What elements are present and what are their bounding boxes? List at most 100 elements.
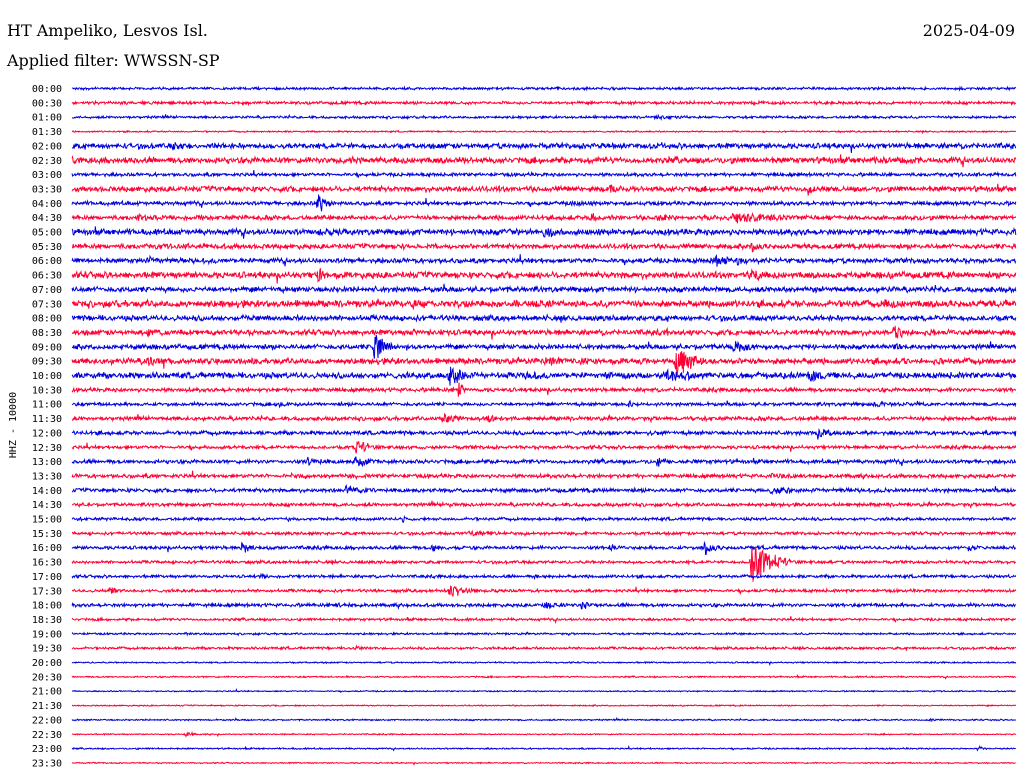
row-time-label: 22:30 bbox=[32, 730, 62, 741]
seismic-trace bbox=[71, 572, 1017, 581]
row-time-label: 00:30 bbox=[32, 98, 62, 109]
row-time-label: 02:00 bbox=[32, 141, 62, 152]
traces-group: 00:00 00:30 01:00 01:30 02:00 02:30 03:00 03:30… bbox=[32, 84, 1017, 769]
row-time-label: 11:00 bbox=[32, 400, 62, 411]
seismic-trace bbox=[71, 382, 1017, 397]
seismic-trace bbox=[71, 660, 1017, 667]
seismic-trace bbox=[71, 412, 1017, 424]
y-axis-label: HHZ - 10000 bbox=[8, 392, 19, 458]
seismic-trace bbox=[71, 673, 1016, 680]
row-time-label: 06:30 bbox=[32, 271, 62, 282]
seismic-trace bbox=[72, 500, 1016, 509]
row-time-label: 16:30 bbox=[32, 558, 62, 569]
row-time-label: 16:00 bbox=[32, 543, 62, 554]
row-time-label: 00:00 bbox=[32, 84, 62, 95]
seismic-trace bbox=[71, 540, 1017, 556]
seismic-trace bbox=[71, 283, 1017, 295]
seismic-trace bbox=[71, 129, 1017, 135]
seismic-trace bbox=[71, 515, 1017, 524]
row-time-label: 13:30 bbox=[32, 471, 62, 482]
row-time-label: 23:00 bbox=[32, 744, 62, 755]
seismic-trace bbox=[71, 456, 1017, 468]
seismic-trace bbox=[71, 113, 1017, 122]
row-time-label: 10:30 bbox=[32, 385, 62, 396]
seismic-trace bbox=[71, 427, 1017, 440]
row-time-label: 05:00 bbox=[32, 228, 62, 239]
seismic-trace bbox=[71, 85, 1017, 92]
seismic-trace bbox=[71, 399, 1017, 409]
seismic-trace bbox=[71, 183, 1017, 196]
seismic-trace bbox=[71, 529, 1017, 538]
filter-label: Applied filter: WWSSN-SP bbox=[7, 51, 220, 70]
row-time-label: 22:00 bbox=[32, 715, 62, 726]
seismic-trace bbox=[71, 585, 1017, 597]
row-time-label: 13:00 bbox=[32, 457, 62, 468]
row-time-label: 19:30 bbox=[32, 644, 62, 655]
row-time-label: 14:30 bbox=[32, 500, 62, 511]
seismic-trace bbox=[71, 716, 1017, 723]
row-time-label: 18:00 bbox=[32, 601, 62, 612]
row-time-label: 01:30 bbox=[32, 127, 62, 138]
row-time-label: 11:30 bbox=[32, 414, 62, 425]
seismic-trace bbox=[71, 169, 1017, 179]
seismic-trace bbox=[71, 688, 1016, 694]
seismic-trace bbox=[71, 254, 1017, 267]
seismic-trace bbox=[71, 730, 1017, 738]
row-time-label: 12:00 bbox=[32, 428, 62, 439]
seismic-trace bbox=[71, 440, 1017, 454]
row-time-label: 06:00 bbox=[32, 256, 62, 267]
row-time-label: 07:30 bbox=[32, 299, 62, 310]
seismic-trace bbox=[71, 631, 1017, 637]
row-time-label: 01:00 bbox=[32, 113, 62, 124]
seismic-trace bbox=[71, 644, 1017, 652]
row-time-label: 09:30 bbox=[32, 357, 62, 368]
seismic-trace bbox=[71, 298, 1017, 311]
row-time-label: 04:30 bbox=[32, 213, 62, 224]
row-time-label: 09:00 bbox=[32, 342, 62, 353]
seismic-trace bbox=[71, 141, 1017, 154]
seismic-trace bbox=[71, 268, 1017, 284]
date-label: 2025-04-09 bbox=[922, 21, 1015, 40]
seismic-trace bbox=[71, 546, 1016, 582]
seismic-trace bbox=[71, 703, 1017, 708]
seismic-trace bbox=[71, 313, 1017, 323]
seismic-trace bbox=[71, 242, 1017, 253]
seismic-trace bbox=[71, 212, 1017, 224]
row-time-label: 17:30 bbox=[32, 586, 62, 597]
row-time-label: 07:00 bbox=[32, 285, 62, 296]
row-time-label: 03:00 bbox=[32, 170, 62, 181]
row-time-label: 04:00 bbox=[32, 199, 62, 210]
seismic-trace bbox=[71, 484, 1017, 496]
seismic-trace bbox=[71, 226, 1017, 239]
row-time-label: 05:30 bbox=[32, 242, 62, 253]
seismic-trace bbox=[71, 601, 1016, 610]
row-time-label: 20:30 bbox=[32, 672, 62, 683]
seismic-trace bbox=[71, 154, 1017, 168]
seismic-trace bbox=[71, 744, 1016, 752]
row-time-label: 18:30 bbox=[32, 615, 62, 626]
row-time-label: 08:00 bbox=[32, 314, 62, 325]
row-time-label: 15:30 bbox=[32, 529, 62, 540]
seismic-trace bbox=[71, 470, 1017, 481]
seismic-trace bbox=[71, 351, 1017, 376]
row-time-label: 14:00 bbox=[32, 486, 62, 497]
seismic-trace bbox=[71, 334, 1017, 359]
row-time-label: 17:00 bbox=[32, 572, 62, 583]
seismic-trace bbox=[71, 194, 1017, 212]
row-time-label: 19:00 bbox=[32, 629, 62, 640]
row-time-label: 03:30 bbox=[32, 184, 62, 195]
seismic-trace bbox=[71, 616, 1017, 625]
seismic-trace bbox=[71, 325, 1017, 340]
seismic-trace bbox=[71, 761, 1016, 766]
seismic-trace bbox=[71, 99, 1017, 107]
row-time-label: 20:00 bbox=[32, 658, 62, 669]
row-time-label: 12:30 bbox=[32, 443, 62, 454]
row-time-label: 21:00 bbox=[32, 687, 62, 698]
row-time-label: 10:00 bbox=[32, 371, 62, 382]
row-time-label: 15:00 bbox=[32, 515, 62, 526]
row-time-label: 21:30 bbox=[32, 701, 62, 712]
row-time-label: 08:30 bbox=[32, 328, 62, 339]
station-title: HT Ampeliko, Lesvos Isl. bbox=[7, 21, 208, 40]
row-time-label: 23:30 bbox=[32, 758, 62, 769]
